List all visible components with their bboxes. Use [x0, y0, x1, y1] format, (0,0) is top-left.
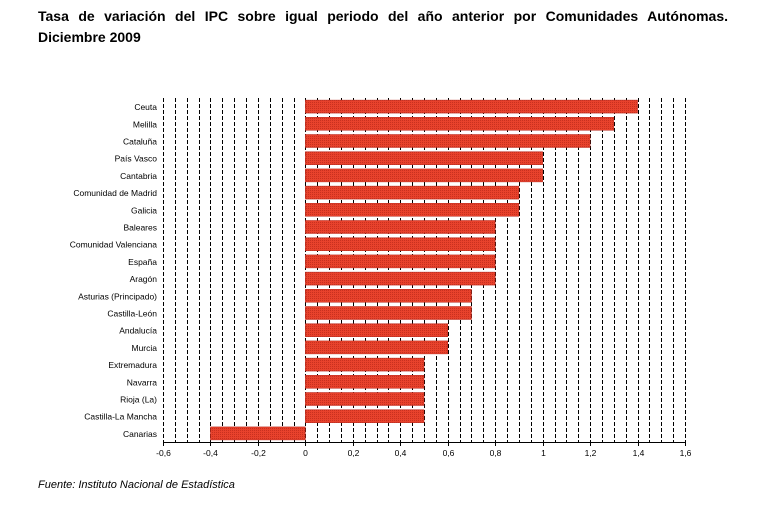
category-label: Murcia — [131, 343, 157, 353]
source-note: Fuente: Instituto Nacional de Estadístic… — [38, 479, 235, 491]
x-tick-label: -0,2 — [251, 448, 266, 458]
bar — [305, 203, 520, 217]
bars — [210, 99, 638, 441]
category-label: Castilla-León — [107, 309, 157, 319]
x-tick-label: 1,2 — [585, 448, 597, 458]
category-label: Rioja (La) — [120, 395, 157, 405]
bar — [305, 271, 496, 286]
bar — [305, 254, 496, 269]
x-tick-label: 0,2 — [348, 448, 360, 458]
category-label: Navarra — [127, 377, 158, 387]
category-labels: Ceuta Melilla Cataluña País Vasco Cantabria C… — [70, 102, 158, 439]
x-axis: -0,6 -0,4 -0,2 0 0,2 0,4 0,6 0,8 1 1,2 1,4 1,6 — [156, 442, 692, 458]
chart-title-line1: Tasa de variación del IPC sobre igual pe… — [38, 8, 728, 24]
category-label: Comunidad Valenciana — [70, 240, 158, 250]
x-tick-label: 0,6 — [443, 448, 455, 458]
category-label: Melilla — [133, 119, 157, 129]
category-label: Castilla-La Mancha — [84, 412, 157, 422]
category-label: Andalucía — [119, 326, 157, 336]
category-label: Cataluña — [123, 137, 157, 147]
bar — [305, 392, 425, 406]
category-label: País Vasco — [115, 154, 158, 164]
category-label: Asturias (Principado) — [78, 291, 157, 301]
bar — [305, 151, 543, 165]
bar — [305, 237, 496, 251]
chart-title: Tasa de variación del IPC sobre igual pe… — [38, 6, 728, 48]
bar — [305, 289, 472, 303]
category-label: Comunidad de Madrid — [73, 188, 157, 198]
category-label: Cantabria — [120, 171, 157, 181]
category-label: Ceuta — [134, 102, 157, 112]
category-label: Baleares — [123, 223, 157, 233]
category-label: Extremadura — [108, 360, 157, 370]
bar — [305, 117, 615, 131]
bar — [305, 357, 425, 372]
bar — [305, 340, 448, 355]
bar — [305, 323, 448, 337]
x-tick-label: 0 — [303, 448, 308, 458]
x-tick-label: 1,4 — [633, 448, 645, 458]
bar — [305, 220, 496, 234]
bar — [305, 134, 591, 148]
bar — [210, 426, 306, 441]
bar — [305, 168, 543, 183]
bar — [305, 375, 425, 389]
bar — [305, 99, 638, 114]
category-label: España — [128, 257, 157, 267]
grid-lines — [163, 98, 686, 442]
x-tick-label: -0,6 — [156, 448, 171, 458]
x-tick-label: -0,4 — [203, 448, 218, 458]
x-tick-label: 1,6 — [680, 448, 692, 458]
x-tick-label: 0,4 — [395, 448, 407, 458]
bar — [305, 409, 425, 423]
bar — [305, 185, 520, 200]
x-tick-label: 1 — [541, 448, 546, 458]
category-label: Aragón — [130, 274, 158, 284]
chart-title-line2: Diciembre 2009 — [38, 29, 141, 45]
category-label: Galicia — [131, 205, 157, 215]
x-tick-label: 0,8 — [490, 448, 502, 458]
category-label: Canarias — [123, 429, 157, 439]
bar — [305, 306, 472, 320]
